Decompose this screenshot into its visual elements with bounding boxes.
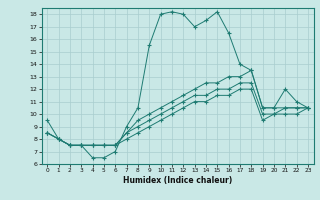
X-axis label: Humidex (Indice chaleur): Humidex (Indice chaleur) (123, 176, 232, 185)
